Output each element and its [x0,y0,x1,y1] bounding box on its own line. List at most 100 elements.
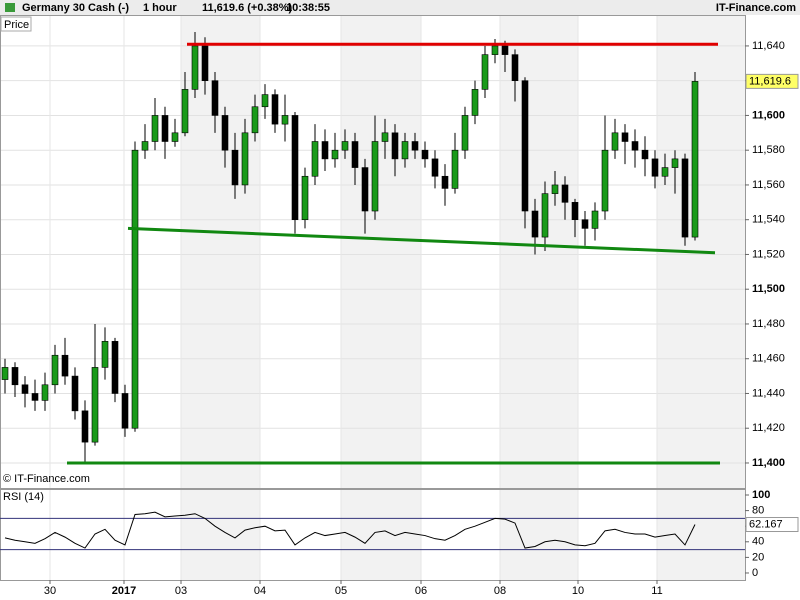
candle-body [201,45,209,81]
y-tick-label: 11,520 [752,248,785,260]
candle-body [611,132,619,151]
y-tick-label: 11,400 [752,457,785,469]
x-tick-label: 05 [335,585,347,597]
candle-body [241,132,249,186]
candle-body [31,393,39,401]
candle-body [371,141,379,212]
header-quote: 11,619.6 (+0.38%) [202,2,293,14]
candle-body [21,384,29,394]
x-tick-label: 06 [415,585,427,597]
candle-body [461,115,469,151]
candle-body [121,393,129,429]
candle-body [11,367,19,386]
candle-body [571,202,579,221]
candle-body [521,80,529,212]
rsi-last-label: 62.167 [749,518,783,530]
candle-body [441,175,449,189]
candle-body [111,341,119,394]
last-price-label: 11,619.6 [749,75,791,87]
x-tick-label: 04 [254,585,266,597]
candle-body [101,341,109,368]
x-tick-label: 03 [175,585,187,597]
candle-body [151,115,159,142]
candle-body [581,219,589,229]
price-frame [0,15,746,489]
candle-body [171,132,179,142]
x-tick-label: 2017 [112,585,136,597]
candle-body [471,89,479,116]
candle-body [341,141,349,151]
candle-body [491,45,499,55]
candle-body [561,184,569,203]
y-tick-label: 11,580 [752,144,785,156]
candle-body [191,45,199,90]
candle-body [231,149,239,186]
y-tick-label: 11,560 [752,179,785,191]
candle-body [541,193,549,238]
candle-body [431,158,439,177]
candle-body [501,45,509,55]
y-tick-label: 11,540 [752,214,785,226]
candle-body [381,132,389,142]
candle-body [271,94,279,125]
price-label-box [0,16,32,32]
last-price-box [745,73,799,89]
candle-body [661,167,669,177]
candle-body [531,210,539,238]
candle-body [691,81,699,238]
copyright: © IT-Finance.com [3,473,90,485]
candle-body [91,367,99,443]
day-bands [181,15,745,580]
header-bar [0,0,800,15]
candle-body [301,175,309,221]
candle-body [671,158,679,168]
y-tick-label: 100 [752,489,770,501]
candle-body [51,354,59,386]
candle-body [71,375,79,412]
candle-body [251,106,259,134]
candle-body [141,141,149,151]
y-tick-label: 11,420 [752,422,785,434]
candle-body [391,132,399,160]
y-tick-label: 80 [752,505,764,517]
candle-body [601,149,609,212]
candle-body [631,141,639,151]
header-time: 10:38:55 [286,2,330,14]
rsi-title: RSI (14) [3,491,44,503]
candle-body [641,149,649,160]
candle-body [361,167,369,212]
candle-body [291,115,299,221]
candle-body [61,354,69,377]
trend-line [127,226,716,255]
candle-body [321,141,329,160]
y-tick-label: 11,600 [752,109,785,121]
candle-body [131,149,139,429]
candle-body [511,54,519,81]
candle-body [411,141,419,151]
candle-body [81,410,89,443]
y-tick-label: 11,480 [752,318,785,330]
rsi-frame [0,489,746,581]
candle-body [621,132,629,142]
y-tick-label: 0 [752,567,758,579]
y-tick-label: 11,640 [752,40,785,52]
icon [5,3,15,12]
y-tick-label: 11,440 [752,387,785,399]
candle-body [401,141,409,160]
candle-body [261,94,269,108]
candle-body [1,367,9,380]
price-label: Price [4,19,29,31]
candle-body [351,141,359,168]
x-tick-label: 30 [44,585,56,597]
candle-body [181,89,189,134]
candle-body [311,141,319,177]
header-interval: 1 hour [143,2,177,14]
candle-body [481,54,489,90]
candle-body [211,80,219,116]
y-tick-label: 11,460 [752,353,785,365]
y-tick-label: 11,500 [752,283,785,295]
candle-body [331,149,339,160]
x-tick-label: 11 [651,585,662,597]
candle-body [421,149,429,160]
